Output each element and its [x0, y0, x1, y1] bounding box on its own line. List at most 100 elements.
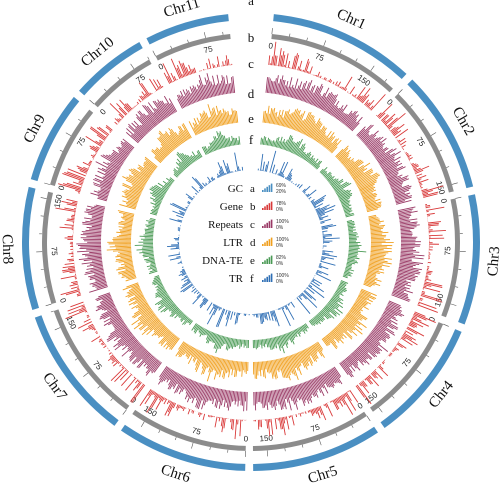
scale-tick — [397, 89, 403, 94]
scale-tick — [410, 104, 413, 107]
legend-swatch — [268, 203, 271, 210]
legend-min: 0% — [276, 279, 284, 285]
track-bars — [188, 104, 239, 136]
legend-swatch — [270, 255, 273, 264]
scale-tick — [122, 409, 127, 415]
scale-tick — [384, 79, 388, 82]
tick-label: 0 — [98, 107, 108, 117]
legend-min: 0% — [276, 261, 284, 267]
scale-tick — [158, 429, 161, 433]
scale-tick — [318, 439, 322, 446]
scale-tick — [40, 197, 47, 199]
tick-label: 0 — [356, 401, 365, 411]
legend-max: 100% — [276, 273, 289, 279]
legend-row-f: TR f 100%0% — [229, 273, 289, 285]
track-bars — [151, 123, 192, 164]
scale-tick — [301, 444, 304, 448]
scale-segment — [50, 109, 94, 187]
legend-swatch — [264, 224, 266, 228]
legend-swatch — [264, 206, 266, 210]
chromosome-label: Chr1 — [334, 6, 368, 33]
track-bars — [149, 177, 175, 216]
track-bars — [293, 269, 331, 314]
tick-label: 0 — [58, 297, 68, 304]
scale-segment — [155, 34, 231, 61]
track-bars — [201, 131, 241, 156]
track-bars — [252, 301, 295, 327]
legend-swatch — [264, 188, 266, 192]
legend-track-letter: c — [250, 219, 255, 231]
track-bars — [321, 288, 377, 350]
scale-tick — [335, 432, 338, 436]
legend-min: 0% — [276, 243, 284, 249]
scale-tick — [174, 437, 177, 441]
legend-swatch — [268, 221, 271, 228]
track-bars — [76, 204, 108, 293]
legend-swatch — [264, 260, 266, 264]
scale-tick — [455, 286, 459, 288]
scale-tick — [54, 327, 61, 331]
legend-swatch — [264, 278, 266, 282]
legend-swatch — [270, 237, 273, 246]
legend-swatch — [262, 226, 264, 228]
track-tr — [167, 150, 340, 328]
track-letter-e: e — [248, 111, 254, 126]
track-dna-te — [134, 131, 367, 354]
data-tracks — [55, 41, 446, 440]
legend-max: 78% — [276, 201, 287, 207]
legend-track-letter: e — [250, 255, 255, 267]
scale-tick — [450, 303, 457, 306]
legend-row-e: DNA-TE e 82%0% — [202, 255, 286, 267]
scale-tick — [104, 88, 107, 92]
legend-swatch — [262, 262, 264, 264]
scale-tick — [421, 118, 424, 121]
scale-tick — [83, 372, 89, 377]
track-bars — [191, 176, 216, 195]
track-bars — [265, 75, 363, 132]
scale-tick — [392, 395, 395, 399]
track-bars — [106, 210, 137, 282]
track-bars — [206, 301, 250, 328]
scale-tick — [209, 446, 211, 451]
track-letter-f: f — [249, 132, 254, 147]
scale-tick — [65, 343, 69, 346]
track-bars — [58, 124, 113, 194]
chromosome-label: Chr3 — [485, 246, 500, 277]
scale-tick — [43, 286, 47, 288]
legend-track-letter: b — [250, 201, 256, 213]
track-bars — [119, 156, 158, 210]
track-bars — [252, 341, 325, 381]
track-bars — [391, 206, 425, 302]
scale-tick — [110, 398, 113, 402]
legend-row-d: LTR d 100%0% — [223, 237, 289, 249]
chromosome-label: Chr5 — [306, 463, 339, 487]
track-bars — [262, 105, 342, 154]
track-bars — [363, 214, 394, 288]
tick-label: 0 — [157, 61, 166, 71]
legend-row-c: Repeats c 100%0% — [208, 219, 289, 231]
scale-tick — [89, 99, 95, 105]
track-repeats — [76, 73, 425, 412]
scale-tick — [323, 40, 327, 47]
scale-tick — [443, 323, 449, 327]
scale-tick — [203, 32, 206, 39]
track-bars — [253, 366, 343, 411]
legend: GC a 69%20%Gene b 78%0%Repeats c 100%0%LTR d 100… — [202, 183, 289, 285]
tick-label: 150 — [259, 433, 274, 443]
track-bars — [260, 134, 323, 170]
scale-tick — [50, 310, 54, 313]
scale-segment — [252, 411, 367, 451]
track-bars — [95, 292, 162, 376]
scale-segment — [394, 93, 454, 193]
legend-swatch — [270, 183, 273, 192]
track-bars — [318, 224, 340, 270]
track-bars — [169, 193, 195, 223]
chromosome-chr6 — [120, 424, 246, 471]
track-bars — [376, 103, 444, 198]
track-bars — [125, 95, 178, 144]
scale-tick — [97, 386, 100, 389]
track-bars — [252, 323, 309, 354]
tick-label: 150 — [52, 193, 64, 208]
legend-max: 69% — [276, 183, 287, 189]
legend-min: 20% — [276, 189, 287, 195]
